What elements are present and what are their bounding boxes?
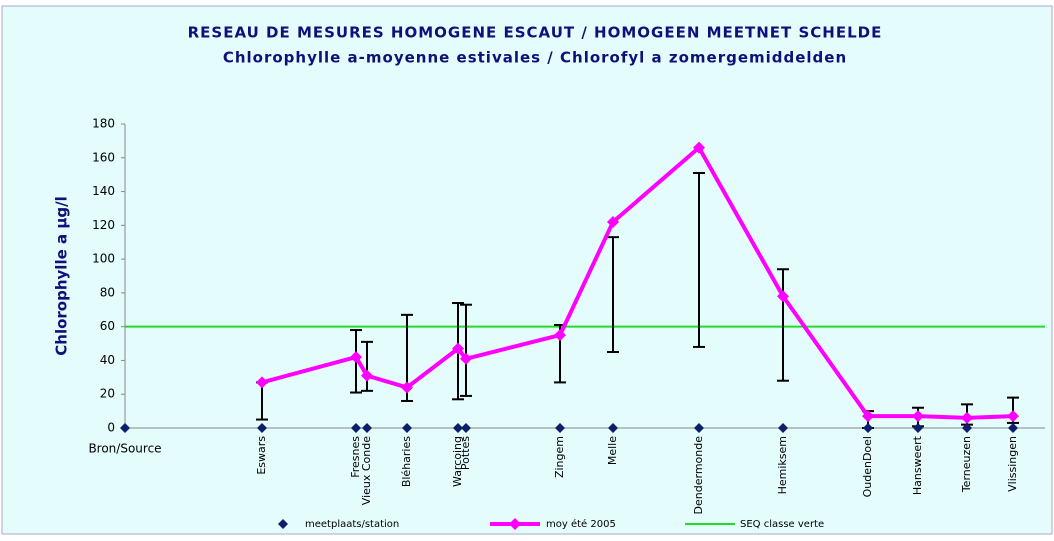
point: [694, 423, 704, 433]
y-tick-label: 180: [92, 117, 115, 131]
y-tick-label: 120: [92, 218, 115, 232]
chart-subtitle: Chlorophylle a-moyenne estivales / Chlor…: [223, 49, 847, 67]
point: [461, 423, 471, 433]
point: [1008, 423, 1018, 433]
point: [554, 329, 566, 342]
point: [607, 215, 619, 228]
point: [402, 423, 412, 433]
x-tick-label: Terneuzen: [960, 436, 973, 493]
point: [453, 423, 463, 433]
point: [120, 423, 130, 433]
point: [912, 410, 924, 423]
x-tick-label: Zingem: [553, 436, 566, 478]
chart-background: [1, 5, 1053, 535]
y-tick-label: 80: [100, 285, 115, 299]
point: [863, 423, 873, 433]
legend-label: moy été 2005: [546, 518, 616, 530]
x-tick-label: Dendermonde: [692, 436, 705, 515]
x-tick-label: Melle: [606, 436, 619, 465]
x-tick-label: Bléharies: [400, 436, 413, 487]
x-tick-label: Eswars: [255, 436, 268, 475]
point: [862, 410, 874, 423]
point: [452, 342, 464, 355]
x-tick-label: Pottes: [459, 436, 472, 470]
y-tick-label: 160: [92, 150, 115, 164]
point: [350, 351, 362, 364]
point: [257, 423, 267, 433]
point: [460, 352, 472, 365]
point: [608, 423, 618, 433]
point: [361, 369, 373, 382]
point: [1007, 410, 1019, 423]
x-tick-label: Hemiksem: [776, 436, 789, 494]
x-tick-label: Bron/Source: [88, 442, 161, 456]
point: [401, 381, 413, 394]
point: [778, 423, 788, 433]
y-tick-label: 0: [107, 421, 115, 435]
y-tick-label: 60: [100, 319, 115, 333]
y-tick-label: 40: [100, 353, 115, 367]
point: [962, 423, 972, 433]
y-tick-label: 20: [100, 387, 115, 401]
x-tick-label: Vlissingen: [1006, 436, 1019, 492]
x-tick-label: Fresnes: [349, 436, 362, 478]
point: [555, 423, 565, 433]
legend-marker: [278, 519, 288, 529]
legend-label: meetplaats/station: [305, 519, 399, 530]
legend-marker: [509, 518, 521, 530]
y-tick-label: 100: [92, 252, 115, 266]
legend-label: SEQ classe verte: [740, 519, 824, 530]
point: [362, 423, 372, 433]
x-tick-label: Warcoing: [451, 436, 464, 487]
point: [351, 423, 361, 433]
point: [777, 290, 789, 303]
point: [693, 141, 705, 154]
x-tick-label: Hansweert: [911, 435, 924, 495]
y-tick-label: 140: [92, 184, 115, 198]
point: [961, 411, 973, 424]
x-tick-label: OudenDoel: [861, 436, 874, 497]
series-line: [261, 145, 1014, 420]
point: [256, 376, 268, 389]
point: [913, 423, 923, 433]
y-axis-label: Chlorophylle a µg/l: [53, 196, 71, 355]
x-tick-label: Vieux Conde: [360, 436, 373, 505]
chart-title: RESEAU DE MESURES HOMOGENE ESCAUT / HOMO…: [188, 24, 883, 42]
